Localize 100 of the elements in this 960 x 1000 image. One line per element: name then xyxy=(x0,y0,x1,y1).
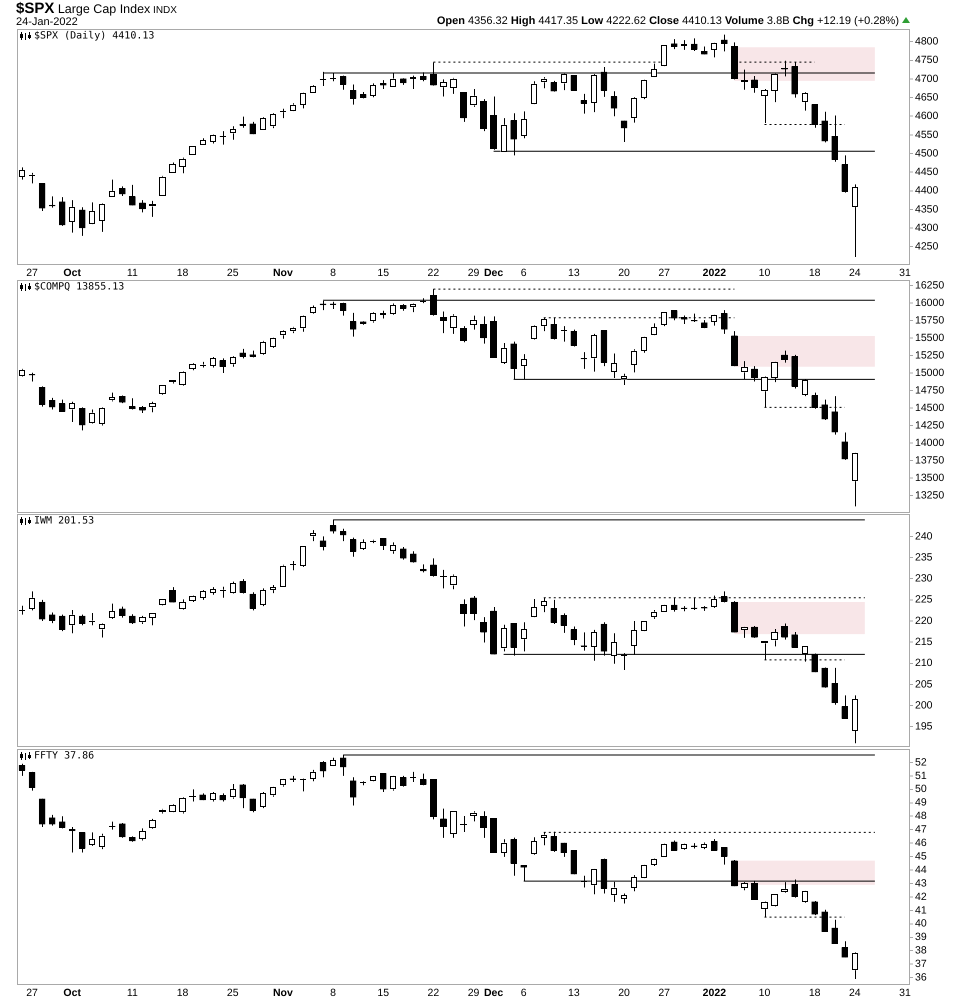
candlestick xyxy=(149,612,156,626)
candlestick xyxy=(210,356,216,368)
candlestick xyxy=(220,358,226,374)
candlestick xyxy=(149,401,156,413)
y-tick-label: 230 xyxy=(915,572,933,585)
candlestick xyxy=(640,79,648,100)
candlestick xyxy=(159,175,166,196)
candlestick xyxy=(210,792,216,802)
candlestick xyxy=(721,34,728,52)
chart-subtitle: 24-Jan-2022 xyxy=(16,16,78,28)
candlestick xyxy=(89,408,96,424)
x-tick-label: 31 xyxy=(899,267,911,280)
candlestick xyxy=(802,890,808,904)
x-tick-label: 15 xyxy=(377,267,390,280)
x-tick-label: 13 xyxy=(568,267,580,280)
y-tick-label: 4350 xyxy=(915,203,939,216)
candlestick xyxy=(270,337,276,348)
candlestick xyxy=(802,92,808,112)
x-tick-label: 29 xyxy=(468,987,480,1000)
candlestick xyxy=(530,80,537,105)
y-tick-label: 43 xyxy=(915,877,927,890)
x-tick-label: 27 xyxy=(658,987,670,1000)
candlestick xyxy=(280,564,286,588)
candlestick xyxy=(169,162,176,174)
candlestick xyxy=(230,356,236,368)
candlestick xyxy=(640,620,648,632)
y-tick-label: 46 xyxy=(915,837,927,850)
x-tick-label: 11 xyxy=(126,267,138,280)
x-tick-label: 15 xyxy=(377,987,390,1000)
candlestick xyxy=(300,546,306,568)
candlestick xyxy=(590,333,598,372)
y-tick-label: 16250 xyxy=(915,279,944,292)
candlestick xyxy=(520,110,527,139)
candlestick xyxy=(620,893,628,904)
candlestick xyxy=(640,336,648,354)
candlestick xyxy=(260,340,266,356)
x-tick-label: 10 xyxy=(758,267,771,280)
x-tick-label: 18 xyxy=(808,987,821,1000)
candlestick xyxy=(370,82,376,98)
x-tick-label: 18 xyxy=(808,267,821,280)
candlestick xyxy=(500,342,507,364)
candlestick xyxy=(240,116,246,128)
candlestick xyxy=(711,42,718,58)
candlestick xyxy=(530,324,537,340)
candlestick xyxy=(200,590,206,600)
x-tick-label: 8 xyxy=(330,987,336,1000)
y-tick-label: 39 xyxy=(915,931,927,944)
y-tick-label: 40 xyxy=(915,918,927,930)
candlestick xyxy=(300,778,306,792)
candlestick xyxy=(89,832,96,846)
candlestick xyxy=(580,352,588,370)
legend-label: IWM 201.53 xyxy=(34,516,94,527)
candlestick xyxy=(350,84,356,106)
candlestick xyxy=(440,78,447,97)
candlestick xyxy=(651,322,658,336)
candlestick xyxy=(260,792,266,809)
y-tick-label: 235 xyxy=(915,551,933,564)
candlestick xyxy=(18,166,26,180)
candlestick xyxy=(89,202,96,225)
x-tick-label: 10 xyxy=(758,987,771,1000)
y-tick-label: 44 xyxy=(915,864,927,876)
x-tick-label: 6 xyxy=(520,987,527,1000)
candlestick xyxy=(580,93,588,114)
y-tick-label: 210 xyxy=(915,657,933,670)
y-tick-label: 4600 xyxy=(915,110,939,122)
x-tick-label: Dec xyxy=(484,267,504,280)
candlestick xyxy=(109,179,116,198)
candlestick xyxy=(540,76,547,89)
candlestick xyxy=(470,88,477,108)
y-tick-label: 50 xyxy=(915,783,927,796)
candlestick xyxy=(410,302,416,313)
candlestick xyxy=(781,350,788,364)
y-tick-label: 195 xyxy=(915,720,933,733)
candlestick xyxy=(771,628,778,647)
y-tick-label: 15000 xyxy=(915,366,944,379)
candlestick xyxy=(129,398,136,410)
legend-label: $COMPQ 13855.13 xyxy=(34,282,124,293)
y-tick-label: 205 xyxy=(915,678,933,690)
y-tick-label: 4800 xyxy=(915,36,939,48)
x-tick-label: Oct xyxy=(63,267,82,280)
candlestick xyxy=(630,96,638,124)
y-tick-label: 200 xyxy=(915,699,933,712)
candlestick xyxy=(450,77,457,94)
y-tick-label: 4400 xyxy=(915,184,939,197)
candlestick xyxy=(99,406,106,426)
y-tick-label: 15250 xyxy=(915,349,944,362)
candlestick xyxy=(99,202,106,232)
candlestick xyxy=(149,818,156,830)
y-tick-label: 4500 xyxy=(915,147,939,160)
candlestick xyxy=(310,769,316,782)
x-tick-label: 8 xyxy=(330,267,336,280)
candlestick xyxy=(661,843,668,858)
candlestick xyxy=(852,184,858,258)
y-tick-label: 48 xyxy=(915,810,927,822)
candlestick xyxy=(500,838,507,858)
candlestick xyxy=(310,530,316,542)
candlestick xyxy=(240,348,246,359)
y-tick-label: 14750 xyxy=(915,384,944,396)
candlestick xyxy=(852,452,858,507)
candlestick xyxy=(420,773,426,786)
